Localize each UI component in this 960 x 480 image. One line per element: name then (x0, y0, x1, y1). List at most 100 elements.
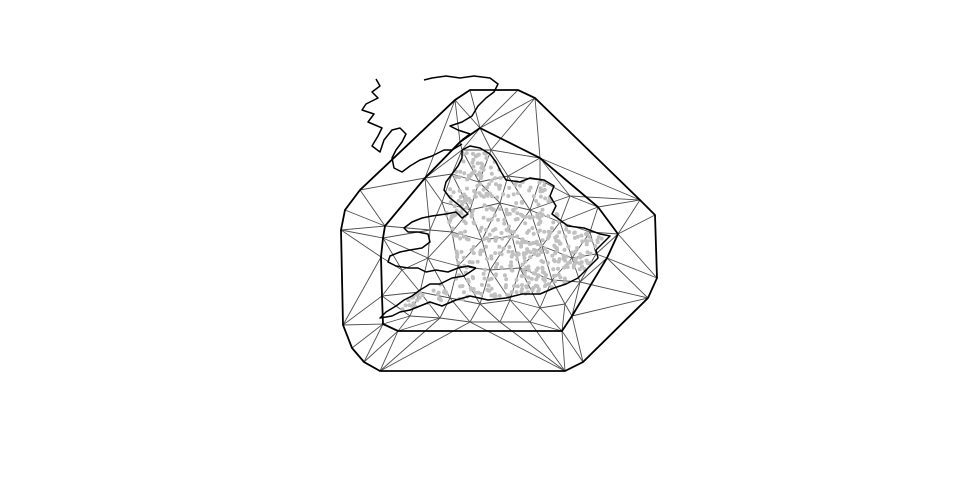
observation-point (471, 245, 476, 249)
observation-point (556, 266, 560, 271)
mesh-edge (439, 297, 451, 319)
observation-point (482, 276, 487, 281)
observation-point (464, 151, 469, 156)
observation-point (540, 265, 545, 270)
observation-point (512, 284, 516, 289)
observation-point (485, 193, 490, 198)
observation-point (490, 207, 495, 212)
observation-point (526, 228, 531, 233)
observation-point (407, 303, 412, 308)
observation-point (467, 260, 472, 264)
observation-point (483, 267, 488, 272)
observation-point (523, 259, 528, 264)
mesh-edge (424, 177, 443, 203)
observation-point (478, 182, 482, 187)
observation-point (501, 246, 506, 251)
observation-point (450, 226, 455, 231)
observation-point (510, 234, 515, 239)
observation-point (470, 209, 475, 213)
mesh-edge (617, 214, 656, 235)
observation-point (471, 151, 475, 156)
mesh-edge (490, 149, 509, 177)
observation-point (514, 290, 519, 295)
observation-point (585, 261, 590, 266)
observation-points (400, 151, 604, 312)
observation-point (584, 242, 589, 247)
observation-point (498, 183, 503, 188)
observation-point (497, 293, 502, 298)
observation-point (448, 200, 453, 205)
observation-point (480, 248, 485, 253)
mesh-edge (381, 269, 403, 297)
observation-point (548, 230, 553, 235)
observation-point (593, 244, 598, 248)
observation-point (573, 249, 578, 254)
observation-point (465, 186, 469, 191)
observation-point (537, 220, 542, 225)
observation-point (484, 227, 488, 232)
observation-point (485, 236, 489, 241)
observation-point (481, 187, 486, 192)
observation-point (505, 228, 510, 233)
observation-point (508, 264, 513, 268)
observation-point (519, 244, 524, 249)
mesh-edge (589, 206, 599, 233)
mesh-edge (481, 239, 491, 271)
observation-point (465, 277, 470, 282)
observation-point (533, 283, 538, 288)
observation-point (468, 286, 473, 290)
observation-point (568, 260, 572, 265)
observation-point (415, 298, 420, 303)
observation-point (462, 171, 467, 176)
mesh-edge (451, 149, 463, 175)
mesh-edge (424, 177, 431, 231)
observation-point (511, 192, 516, 197)
mesh-edge (529, 321, 563, 332)
mesh-edge (401, 269, 421, 293)
observation-point (447, 220, 452, 225)
observation-point (514, 201, 519, 206)
observation-point (507, 224, 511, 229)
observation-point (480, 162, 485, 167)
observation-point (577, 267, 582, 272)
observation-point (528, 255, 533, 260)
mesh-edge (340, 229, 384, 239)
mesh-edge (490, 97, 536, 151)
observation-point (460, 202, 464, 207)
mesh-edge (359, 189, 386, 227)
observation-point (479, 282, 484, 287)
observation-point (537, 287, 541, 292)
mesh-edge (561, 330, 566, 372)
mesh-edge (441, 201, 453, 233)
observation-point (534, 239, 539, 244)
observation-point (493, 238, 498, 243)
observation-point (487, 182, 492, 187)
observation-point (562, 276, 567, 281)
observation-point (507, 185, 512, 190)
observation-point (515, 191, 520, 196)
observation-point (458, 169, 463, 174)
observation-point (489, 293, 494, 298)
mesh-edge (454, 99, 461, 143)
observation-point (526, 290, 531, 295)
observation-point (580, 239, 585, 244)
observation-point (403, 303, 408, 308)
mesh-triangles (340, 89, 658, 372)
coastline-path (379, 145, 611, 319)
observation-point (553, 245, 558, 250)
observation-point (515, 240, 520, 245)
observation-point (489, 256, 494, 261)
observation-point (494, 272, 498, 277)
observation-point (498, 175, 503, 180)
observation-point (527, 215, 532, 219)
observation-point (550, 253, 555, 258)
observation-point (570, 250, 575, 255)
observation-point (518, 183, 522, 188)
observation-point (489, 171, 494, 176)
observation-point (527, 188, 532, 193)
mesh-edge (397, 317, 441, 332)
observation-point (481, 271, 486, 276)
mesh-edge (451, 173, 480, 183)
mesh-edge (571, 315, 584, 363)
